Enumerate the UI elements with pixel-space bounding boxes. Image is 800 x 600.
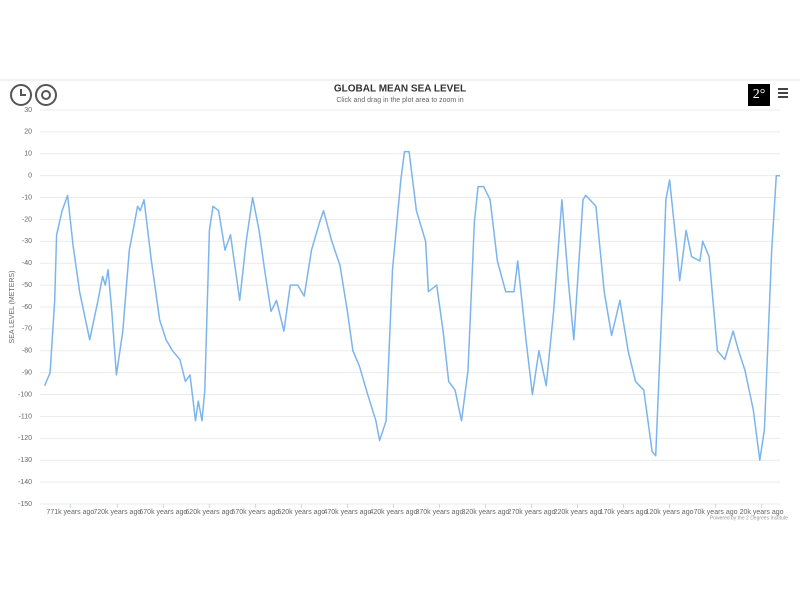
y-tick-label: -120 [18, 435, 32, 442]
x-tick-label: 570k years ago [231, 509, 279, 516]
logo [748, 84, 770, 106]
x-tick-label: 470k years ago [323, 509, 371, 516]
x-tick-label: 370k years ago [416, 509, 464, 516]
x-tick-label: 120k years ago [646, 509, 694, 516]
x-tick-label: 70k years ago [694, 509, 738, 516]
y-tick-label: -50 [22, 282, 32, 289]
x-tick-label: 520k years ago [277, 509, 325, 516]
y-axis-title: SEA LEVEL (METERS) [9, 271, 16, 344]
x-tick-label: 20k years ago [740, 509, 784, 516]
line-series [43, 150, 780, 461]
y-tick-label: -20 [22, 216, 32, 223]
y-tick-label: -10 [22, 194, 32, 201]
y-tick-label: 10 [24, 151, 32, 158]
x-tick-label: 320k years ago [462, 509, 510, 516]
y-tick-label: -80 [22, 348, 32, 355]
y-tick-label: 30 [24, 107, 32, 114]
menu-icon[interactable] [778, 88, 788, 98]
x-tick-label: 270k years ago [508, 509, 556, 516]
x-tick-label: 771k years ago [46, 509, 94, 516]
x-tick-label: 670k years ago [139, 509, 187, 516]
x-tick-label: 620k years ago [185, 509, 233, 516]
x-tick-label: 170k years ago [600, 509, 648, 516]
chart-title: GLOBAL MEAN SEA LEVEL [334, 84, 466, 95]
logo-text: 2° [753, 87, 766, 102]
history-icon[interactable] [10, 84, 32, 106]
y-tick-label: -40 [22, 260, 32, 267]
y-tick-label: 0 [28, 173, 32, 180]
x-tick-label: 720k years ago [93, 509, 141, 516]
y-tick-label: -130 [18, 457, 32, 464]
y-tick-label: -140 [18, 479, 32, 486]
y-tick-label: -60 [22, 304, 32, 311]
y-tick-label: -70 [22, 326, 32, 333]
y-tick-label: -110 [19, 413, 33, 420]
chart-subtitle: Click and drag in the plot area to zoom … [336, 97, 463, 104]
y-tick-label: -30 [22, 238, 32, 245]
zoom-icon[interactable] [35, 84, 57, 106]
x-tick-label: 220k years ago [554, 509, 602, 516]
y-tick-label: -100 [18, 391, 32, 398]
x-tick-label: 420k years ago [369, 509, 417, 516]
y-tick-label: 20 [24, 129, 32, 136]
y-tick-label: -150 [18, 501, 32, 508]
credits: Powered by the 2 Degrees Institute [710, 515, 788, 521]
y-tick-label: -90 [22, 370, 32, 377]
